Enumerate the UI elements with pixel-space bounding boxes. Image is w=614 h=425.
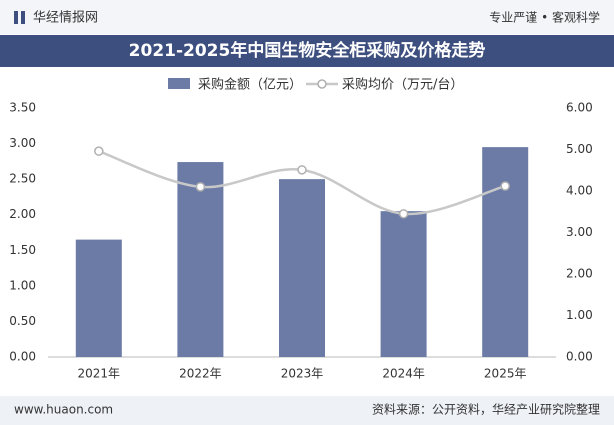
x-tick-label: 2025年 <box>484 367 527 381</box>
legend-swatch <box>168 78 190 89</box>
line-marker <box>500 181 510 191</box>
y2-tick-label: 3.00 <box>566 225 593 239</box>
line-marker <box>297 165 307 175</box>
slogan: 专业严谨 • 客观科学 <box>489 10 600 25</box>
y2-tick-label: 4.00 <box>566 184 593 198</box>
y2-tick-label: 0.00 <box>566 350 593 364</box>
bar <box>380 211 427 357</box>
title-bar <box>0 35 614 67</box>
line-marker <box>398 209 409 219</box>
legend-label: 采购金额（亿元） <box>198 77 302 93</box>
line-marker <box>94 146 104 156</box>
y2-tick-label: 1.00 <box>566 308 593 322</box>
y-tick-label: 0.00 <box>9 350 36 364</box>
y2-tick-label: 2.00 <box>566 267 593 281</box>
y-tick-label: 0.50 <box>9 314 36 328</box>
y-tick-label: 1.50 <box>9 243 36 257</box>
chart-title: 2021-2025年中国生物安全柜采购及价格走势 <box>129 40 486 61</box>
x-tick-label: 2024年 <box>382 367 425 381</box>
bar <box>177 162 224 357</box>
bar <box>482 147 529 357</box>
footer-source: 资料来源：公开资料，华经产业研究院整理 <box>372 402 600 417</box>
bar <box>75 239 122 357</box>
y-tick-label: 3.00 <box>9 136 36 150</box>
footer-bar <box>0 396 614 425</box>
brand: 华经情报网 <box>33 11 98 26</box>
legend-swatch <box>317 79 327 89</box>
logo-mark <box>14 11 18 24</box>
x-tick-label: 2022年 <box>179 367 222 381</box>
y-tick-label: 1.00 <box>9 278 36 292</box>
logo-mark <box>21 11 25 24</box>
y-tick-label: 2.00 <box>9 207 36 221</box>
footer-url: www.huaon.com <box>14 403 113 417</box>
bar <box>279 179 325 357</box>
y2-tick-label: 5.00 <box>566 142 593 156</box>
header-bar <box>0 0 614 34</box>
x-tick-label: 2021年 <box>78 367 121 381</box>
y2-tick-label: 6.00 <box>566 101 593 115</box>
y-tick-label: 3.50 <box>9 101 36 115</box>
y-tick-label: 2.50 <box>9 172 36 186</box>
line-marker <box>195 182 206 192</box>
legend-label: 采购均价（万元/台） <box>342 77 463 93</box>
x-tick-label: 2023年 <box>281 367 324 381</box>
